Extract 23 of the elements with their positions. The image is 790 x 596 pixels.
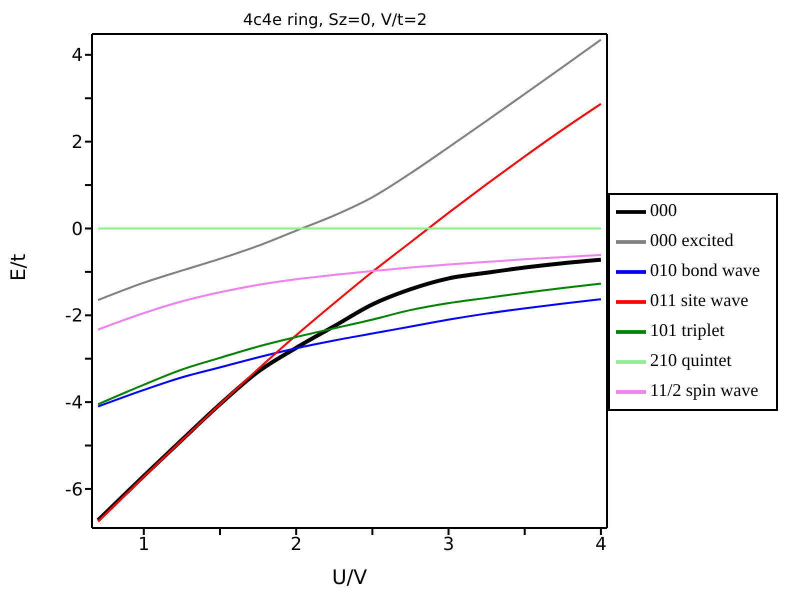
x-tick-label: 2	[290, 534, 302, 555]
legend-label: 11/2 spin wave	[650, 380, 758, 400]
y-tick-label: 4	[72, 45, 83, 66]
legend-label: 101 triplet	[650, 320, 725, 340]
y-tick-label: -2	[65, 306, 83, 327]
y-tick-label: -4	[65, 392, 83, 414]
line-series	[97, 254, 602, 331]
y-tick-label: 2	[72, 132, 83, 154]
y-axis-title: E/t	[6, 254, 30, 281]
x-tick-label: 3	[442, 534, 454, 555]
legend-label: 011 site wave	[650, 290, 748, 310]
legend-label: 010 bond wave	[650, 260, 760, 280]
chart-title: 4c4e ring, Sz=0, V/t=2	[242, 10, 428, 29]
x-tick-label: 1	[138, 534, 150, 555]
y-tick-label: 0	[72, 218, 83, 240]
x-tick-label: 4	[595, 534, 607, 555]
x-axis-title: U/V	[332, 565, 368, 589]
legend-label: 000 excited	[650, 230, 734, 250]
line-series	[97, 38, 602, 302]
y-tick-label: -6	[65, 479, 83, 500]
legend-label: 000	[650, 200, 678, 220]
legend-label: 210 quintet	[650, 350, 732, 370]
line-series	[97, 102, 602, 522]
